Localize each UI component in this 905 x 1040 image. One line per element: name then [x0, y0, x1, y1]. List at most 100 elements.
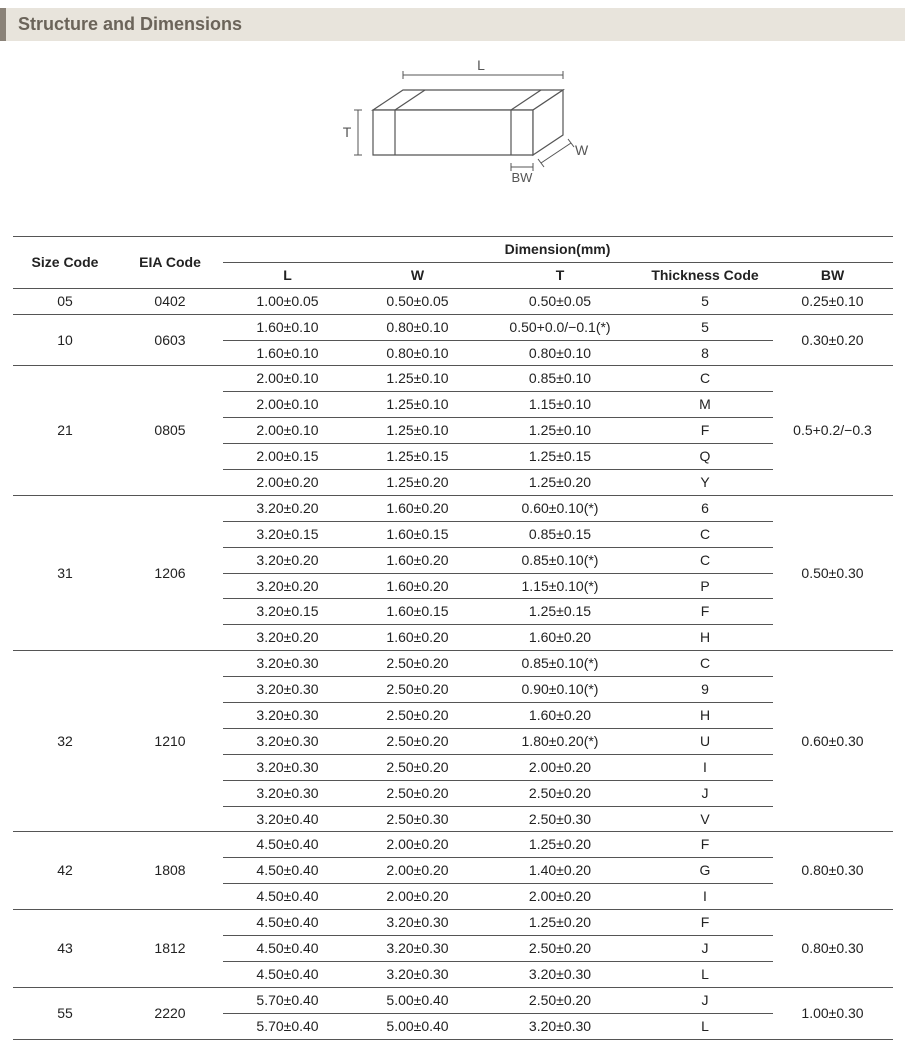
- header-dimension: Dimension(mm): [223, 237, 893, 263]
- chip-diagram: L T W BW: [0, 55, 905, 220]
- cell-size-code: 05: [13, 288, 118, 314]
- cell-W: 1.60±0.20: [353, 625, 483, 651]
- cell-thickness-code: L: [638, 961, 773, 987]
- diagram-label-T: T: [342, 124, 351, 140]
- cell-thickness-code: V: [638, 806, 773, 832]
- cell-W: 1.60±0.15: [353, 521, 483, 547]
- cell-L: 5.70±0.40: [223, 1013, 353, 1039]
- cell-W: 1.60±0.20: [353, 573, 483, 599]
- cell-L: 3.20±0.15: [223, 521, 353, 547]
- cell-W: 3.20±0.30: [353, 961, 483, 987]
- cell-T: 3.20±0.30: [483, 1013, 638, 1039]
- cell-T: 1.25±0.10: [483, 418, 638, 444]
- cell-L: 3.20±0.20: [223, 625, 353, 651]
- cell-L: 3.20±0.30: [223, 754, 353, 780]
- header-size-code: Size Code: [13, 237, 118, 289]
- cell-eia-code: 2220: [118, 987, 223, 1039]
- cell-T: 1.25±0.15: [483, 599, 638, 625]
- cell-eia-code: 1206: [118, 495, 223, 650]
- cell-T: 0.80±0.10: [483, 340, 638, 366]
- cell-L: 3.20±0.30: [223, 677, 353, 703]
- cell-size-code: 10: [13, 314, 118, 366]
- section-title: Structure and Dimensions: [0, 8, 905, 41]
- cell-L: 2.00±0.10: [223, 366, 353, 392]
- cell-W: 2.50±0.20: [353, 651, 483, 677]
- cell-L: 3.20±0.30: [223, 651, 353, 677]
- cell-size-code: 31: [13, 495, 118, 650]
- cell-L: 3.20±0.20: [223, 573, 353, 599]
- cell-L: 3.20±0.30: [223, 780, 353, 806]
- cell-thickness-code: H: [638, 703, 773, 729]
- cell-L: 4.50±0.40: [223, 961, 353, 987]
- cell-W: 1.25±0.10: [353, 418, 483, 444]
- cell-T: 1.25±0.15: [483, 444, 638, 470]
- cell-thickness-code: L: [638, 1013, 773, 1039]
- cell-eia-code: 0402: [118, 288, 223, 314]
- cell-L: 3.20±0.30: [223, 703, 353, 729]
- cell-W: 3.20±0.30: [353, 936, 483, 962]
- cell-W: 1.60±0.15: [353, 599, 483, 625]
- header-T: T: [483, 262, 638, 288]
- cell-T: 0.50±0.05: [483, 288, 638, 314]
- cell-T: 0.85±0.10(*): [483, 651, 638, 677]
- cell-eia-code: 0805: [118, 366, 223, 495]
- cell-L: 3.20±0.20: [223, 495, 353, 521]
- cell-L: 2.00±0.10: [223, 418, 353, 444]
- cell-T: 1.80±0.20(*): [483, 728, 638, 754]
- cell-T: 2.50±0.20: [483, 987, 638, 1013]
- header-L: L: [223, 262, 353, 288]
- cell-L: 1.00±0.05: [223, 288, 353, 314]
- cell-T: 3.20±0.30: [483, 961, 638, 987]
- cell-L: 4.50±0.40: [223, 936, 353, 962]
- cell-BW: 0.30±0.20: [773, 314, 893, 366]
- cell-T: 0.60±0.10(*): [483, 495, 638, 521]
- cell-T: 1.60±0.20: [483, 703, 638, 729]
- cell-T: 0.85±0.10: [483, 366, 638, 392]
- cell-thickness-code: U: [638, 728, 773, 754]
- header-W: W: [353, 262, 483, 288]
- cell-size-code: 21: [13, 366, 118, 495]
- cell-T: 1.15±0.10: [483, 392, 638, 418]
- header-eia-code: EIA Code: [118, 237, 223, 289]
- cell-T: 1.40±0.20: [483, 858, 638, 884]
- cell-T: 2.50±0.20: [483, 936, 638, 962]
- cell-thickness-code: Y: [638, 470, 773, 496]
- cell-W: 0.80±0.10: [353, 340, 483, 366]
- cell-W: 2.00±0.20: [353, 832, 483, 858]
- cell-T: 0.85±0.15: [483, 521, 638, 547]
- header-thickness-code: Thickness Code: [638, 262, 773, 288]
- cell-L: 4.50±0.40: [223, 884, 353, 910]
- diagram-label-BW: BW: [511, 170, 533, 185]
- cell-T: 0.85±0.10(*): [483, 547, 638, 573]
- cell-thickness-code: M: [638, 392, 773, 418]
- cell-W: 0.50±0.05: [353, 288, 483, 314]
- cell-thickness-code: J: [638, 780, 773, 806]
- cell-thickness-code: F: [638, 418, 773, 444]
- cell-BW: 1.00±0.30: [773, 987, 893, 1039]
- cell-W: 3.20±0.30: [353, 910, 483, 936]
- cell-size-code: 55: [13, 987, 118, 1039]
- cell-T: 2.00±0.20: [483, 754, 638, 780]
- cell-T: 0.90±0.10(*): [483, 677, 638, 703]
- chip-diagram-svg: L T W BW: [303, 55, 603, 215]
- cell-T: 1.15±0.10(*): [483, 573, 638, 599]
- cell-thickness-code: J: [638, 936, 773, 962]
- cell-W: 5.00±0.40: [353, 987, 483, 1013]
- cell-L: 4.50±0.40: [223, 910, 353, 936]
- cell-W: 1.25±0.10: [353, 366, 483, 392]
- cell-W: 2.50±0.20: [353, 728, 483, 754]
- cell-thickness-code: I: [638, 884, 773, 910]
- cell-W: 2.50±0.20: [353, 703, 483, 729]
- cell-thickness-code: C: [638, 547, 773, 573]
- cell-W: 1.25±0.15: [353, 444, 483, 470]
- cell-W: 1.60±0.20: [353, 547, 483, 573]
- cell-T: 1.25±0.20: [483, 470, 638, 496]
- cell-size-code: 43: [13, 910, 118, 988]
- cell-T: 1.60±0.20: [483, 625, 638, 651]
- cell-thickness-code: F: [638, 832, 773, 858]
- cell-W: 2.00±0.20: [353, 884, 483, 910]
- cell-W: 1.25±0.10: [353, 392, 483, 418]
- cell-W: 2.50±0.20: [353, 780, 483, 806]
- cell-T: 1.25±0.20: [483, 910, 638, 936]
- cell-L: 5.70±0.40: [223, 987, 353, 1013]
